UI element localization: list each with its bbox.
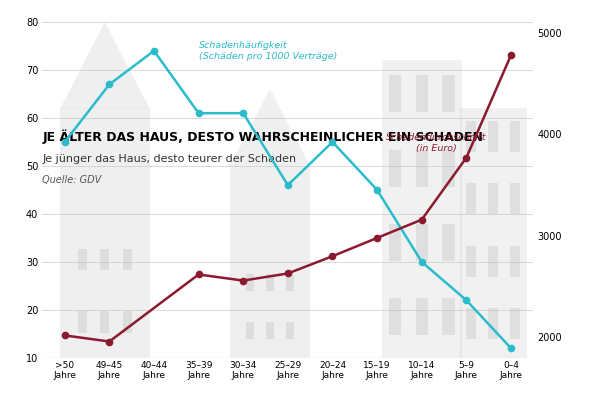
Bar (266, 322, 274, 339)
Bar (510, 183, 521, 214)
Bar (78, 311, 87, 333)
Text: Je jünger das Haus, desto teurer der Schaden: Je jünger das Haus, desto teurer der Sch… (42, 154, 296, 164)
Bar (123, 311, 132, 333)
Bar (416, 75, 428, 112)
Bar (389, 224, 401, 261)
Bar (510, 245, 521, 277)
Bar (510, 121, 521, 152)
Bar (510, 308, 521, 339)
Bar (442, 224, 454, 261)
Bar (60, 109, 150, 358)
Bar (382, 60, 462, 358)
Bar (488, 308, 498, 339)
Bar (460, 109, 527, 358)
Bar (416, 150, 428, 187)
Bar (488, 121, 498, 152)
Bar (286, 274, 294, 291)
Polygon shape (230, 89, 310, 166)
Bar (389, 298, 401, 335)
Bar (389, 150, 401, 187)
Bar (466, 308, 476, 339)
Bar (230, 166, 310, 358)
Bar (389, 75, 401, 112)
Bar (466, 245, 476, 277)
Polygon shape (60, 22, 150, 109)
Bar (466, 183, 476, 214)
Bar (101, 249, 109, 270)
Text: Schadenhäufigkeit
(Schäden pro 1000 Verträge): Schadenhäufigkeit (Schäden pro 1000 Vert… (199, 41, 337, 61)
Bar (442, 75, 454, 112)
Text: JE ÄLTER DAS HAUS, DESTO WAHRSCHEINLICHER EIN SCHADEN: JE ÄLTER DAS HAUS, DESTO WAHRSCHEINLICHE… (42, 129, 484, 144)
Bar (488, 183, 498, 214)
Bar (266, 274, 274, 291)
Bar (466, 121, 476, 152)
Text: Schadendurchschnitt
(in Euro): Schadendurchschnitt (in Euro) (386, 133, 487, 153)
Bar (286, 322, 294, 339)
Bar (123, 249, 132, 270)
Bar (246, 322, 254, 339)
Bar (488, 245, 498, 277)
Bar (442, 150, 454, 187)
Bar (442, 298, 454, 335)
Bar (416, 298, 428, 335)
Bar (416, 224, 428, 261)
Bar (246, 274, 254, 291)
Text: Quelle: GDV: Quelle: GDV (42, 175, 102, 185)
Bar (78, 249, 87, 270)
Bar (101, 311, 109, 333)
